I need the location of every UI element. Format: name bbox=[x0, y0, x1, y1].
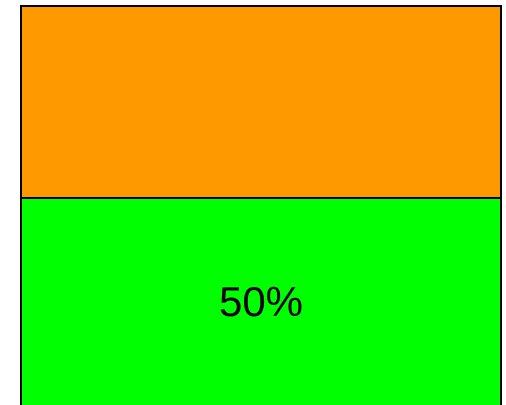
percentage-label: 50% bbox=[218, 278, 304, 325]
orange-panel bbox=[22, 7, 500, 199]
split-panel-widget: 50% bbox=[20, 5, 502, 405]
green-panel: 50% bbox=[22, 199, 500, 405]
